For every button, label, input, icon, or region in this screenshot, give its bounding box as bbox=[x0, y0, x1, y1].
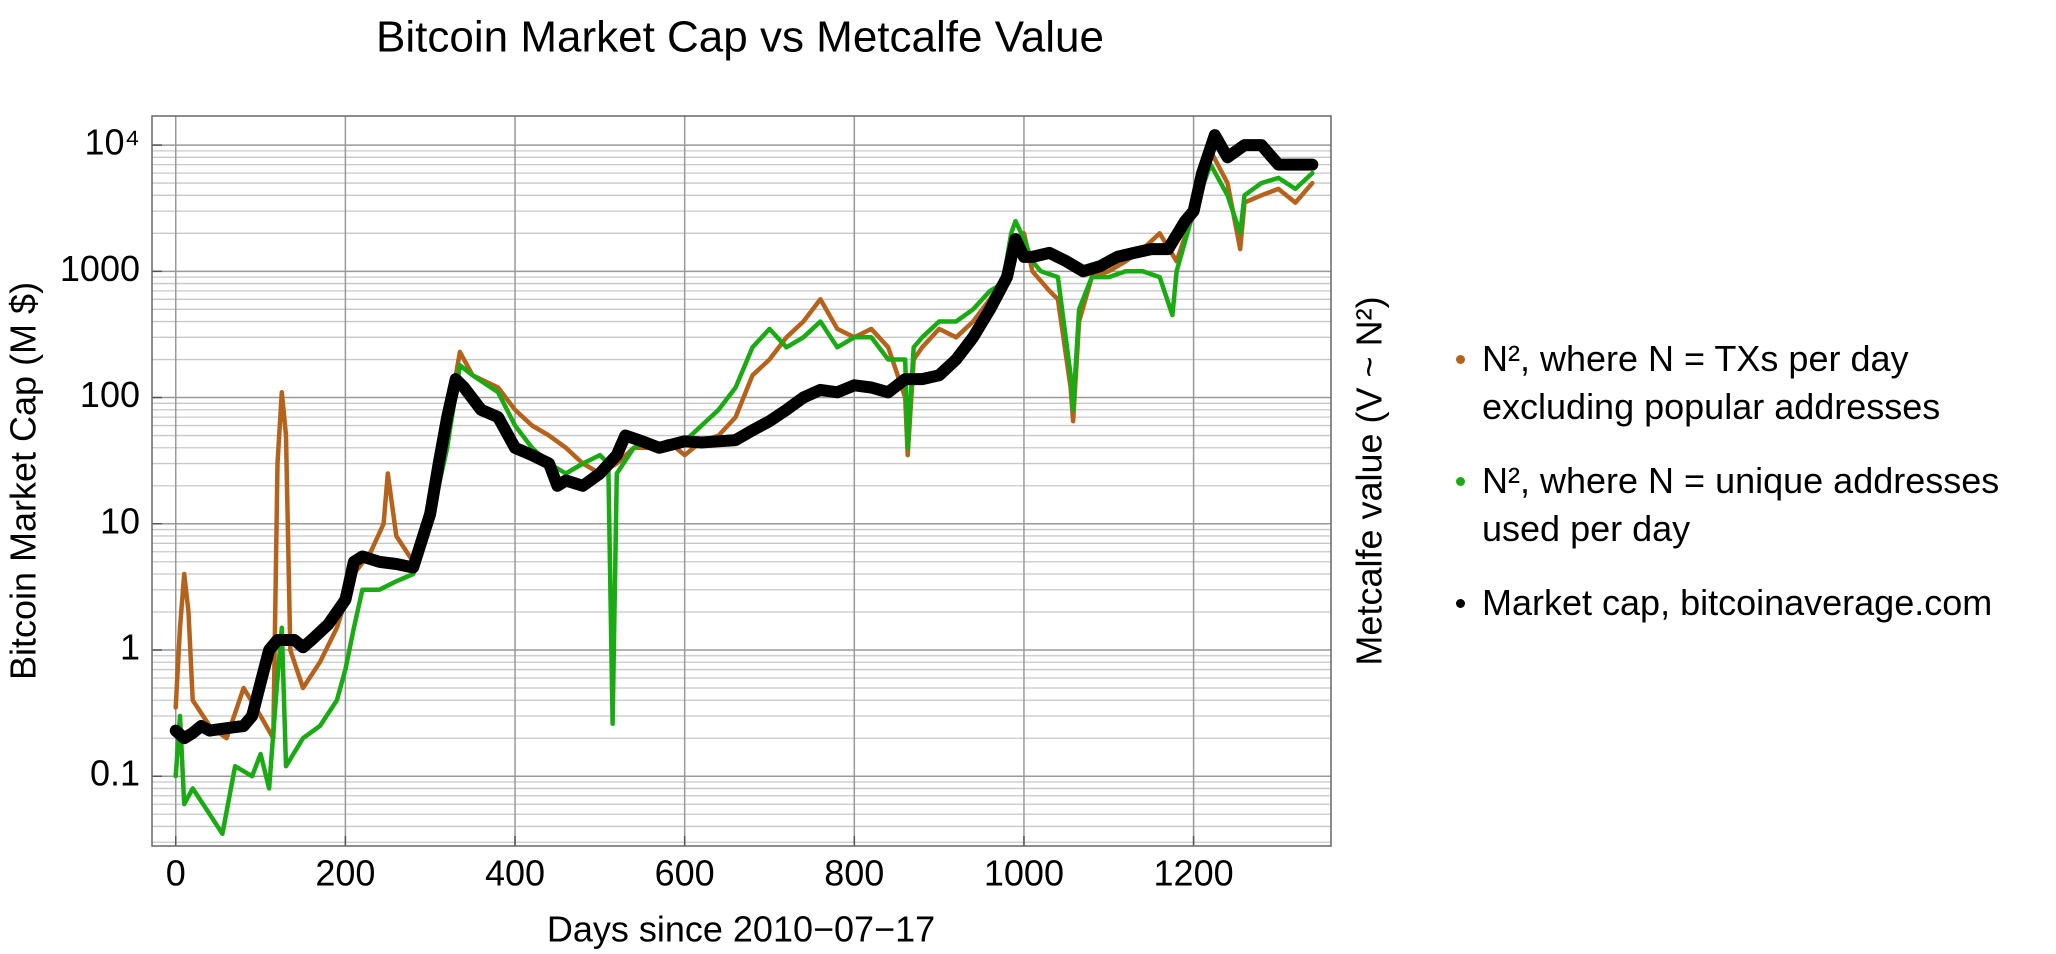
legend-swatch bbox=[1456, 355, 1465, 364]
y-tick-label: 100 bbox=[80, 374, 140, 415]
legend-label: Market cap, bitcoinaverage.com bbox=[1482, 582, 1993, 623]
series-line bbox=[169, 129, 1319, 745]
x-tick-label: 200 bbox=[315, 853, 375, 894]
x-tick-label: 600 bbox=[655, 853, 715, 894]
legend-label: N², where N = TXs per day excluding popu… bbox=[1482, 338, 1941, 427]
legend-item: N², where N = TXs per day excluding popu… bbox=[1450, 335, 2050, 431]
y-tick-label: 1000 bbox=[60, 248, 140, 289]
legend-label: N², where N = unique addresses used per … bbox=[1482, 460, 2000, 549]
legend-swatch bbox=[1456, 477, 1465, 486]
y-tick-label: 1 bbox=[120, 627, 140, 668]
y2-axis-label: Metcalfe value (V ~ N²) bbox=[1349, 296, 1390, 665]
series-line bbox=[173, 162, 1315, 837]
y-axis-label: Bitcoin Market Cap (M $) bbox=[3, 282, 44, 680]
legend-item: Market cap, bitcoinaverage.com bbox=[1450, 579, 2050, 627]
x-tick-label: 800 bbox=[824, 853, 884, 894]
x-tick-label: 0 bbox=[166, 853, 186, 894]
plot-frame bbox=[151, 115, 1332, 847]
legend: N², where N = TXs per day excluding popu… bbox=[1450, 335, 2050, 653]
x-tick-label: 1000 bbox=[984, 853, 1064, 894]
legend-item: N², where N = unique addresses used per … bbox=[1450, 457, 2050, 553]
chart-title: Bitcoin Market Cap vs Metcalfe Value bbox=[376, 13, 1104, 62]
y-tick-label: 0.1 bbox=[90, 753, 140, 794]
x-tick-label: 1200 bbox=[1154, 853, 1234, 894]
legend-swatch bbox=[1456, 599, 1465, 608]
x-tick-label: 400 bbox=[485, 853, 545, 894]
y-tick-label: 10⁴ bbox=[84, 122, 140, 163]
y-tick-label: 10 bbox=[100, 500, 140, 541]
x-axis-label: Days since 2010−07−17 bbox=[547, 909, 935, 950]
